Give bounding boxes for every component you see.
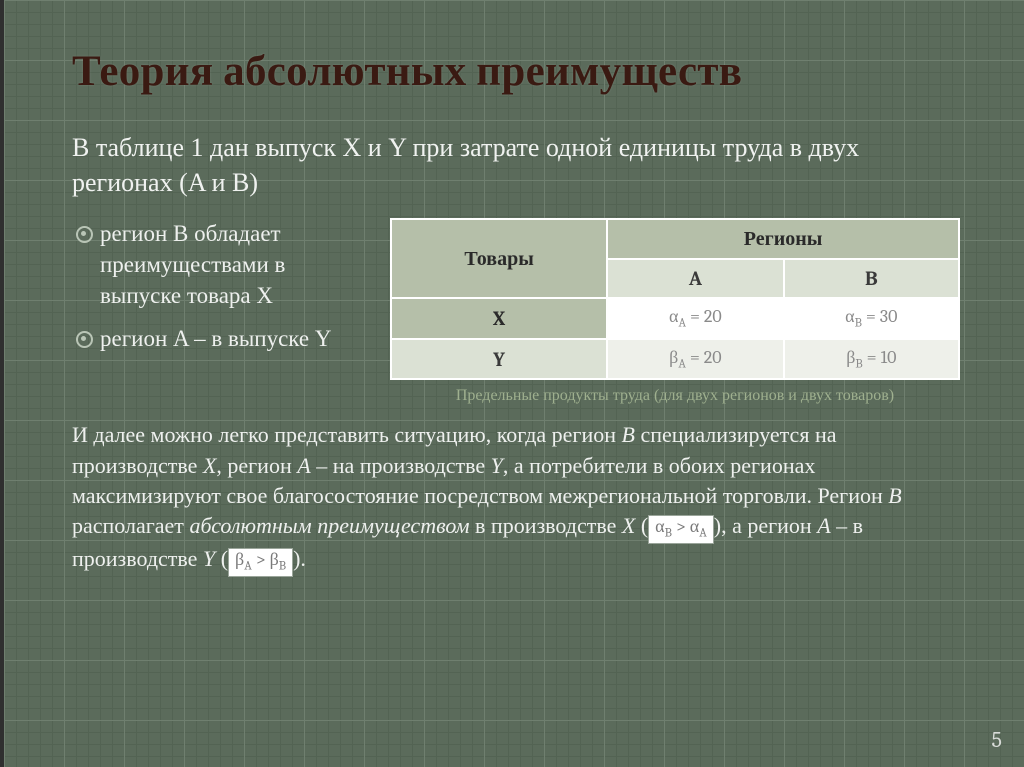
content-row: регион B обладает преимуществами в выпус…: [72, 218, 960, 406]
th-col-a: A: [607, 259, 783, 298]
bullet-list: регион B обладает преимуществами в выпус…: [72, 218, 372, 366]
th-goods: Товары: [391, 219, 607, 298]
th-regions: Регионы: [607, 219, 959, 259]
intro-text: В таблице 1 дан выпуск X и Y при затрате…: [72, 130, 960, 200]
row-label-x: X: [391, 298, 607, 339]
data-table: Товары Регионы A B X αA = 20 αB = 30 Y β…: [390, 218, 960, 380]
page-number: 5: [992, 727, 1002, 753]
cell-ya: βA = 20: [607, 339, 783, 380]
table-wrap: Товары Регионы A B X αA = 20 αB = 30 Y β…: [390, 218, 960, 406]
cell-xa: αA = 20: [607, 298, 783, 339]
bullet-item: регион B обладает преимуществами в выпус…: [72, 218, 372, 311]
cell-xb: αB = 30: [784, 298, 959, 339]
body-paragraph: И далее можно легко представить ситуацию…: [72, 420, 960, 576]
row-label-y: Y: [391, 339, 607, 380]
bullet-item: регион A – в выпуске Y: [72, 323, 372, 354]
th-col-b: B: [784, 259, 959, 298]
slide-title: Теория абсолютных преимуществ: [72, 46, 960, 96]
cell-yb: βB = 10: [784, 339, 959, 380]
table-caption: Предельные продукты труда (для двух реги…: [390, 386, 960, 406]
slide: Теория абсолютных преимуществ В таблице …: [0, 0, 1024, 767]
